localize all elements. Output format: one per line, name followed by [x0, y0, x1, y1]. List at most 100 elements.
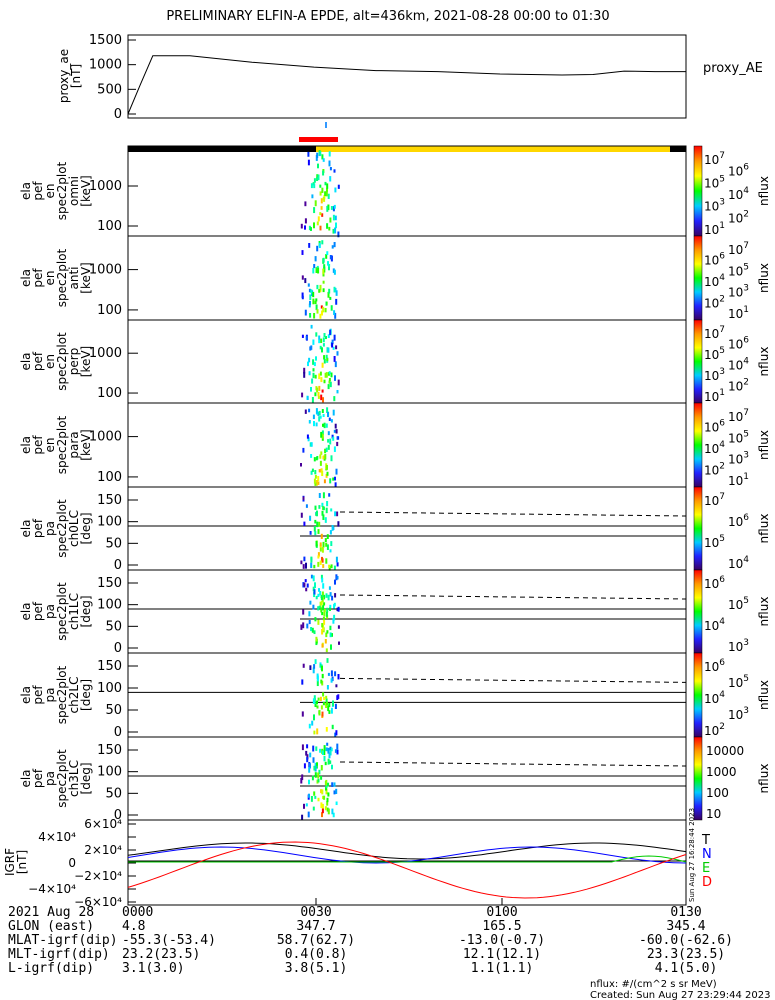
spectrogram-cell: [329, 607, 331, 611]
spectrogram-cell: [327, 808, 330, 815]
colorbar-tick: 102: [704, 722, 725, 738]
spectrogram-cell: [320, 802, 323, 808]
spectrogram-cell: [331, 525, 334, 531]
spectrogram-cell: [321, 433, 324, 439]
spectrogram-cell: [309, 763, 311, 769]
spectrogram-cell: [321, 643, 324, 648]
spectrogram-cell: [337, 184, 340, 189]
colorbar-tick: 106: [728, 336, 749, 352]
spectrogram-cell: [309, 313, 312, 318]
spectrogram-cell: [321, 612, 324, 616]
spectrogram-cell: [319, 212, 322, 216]
spectrogram-cell: [312, 372, 315, 379]
spectrogram-cell: [313, 695, 316, 700]
spectrogram-cell: [325, 632, 328, 638]
spectrogram-cell: [329, 530, 332, 535]
footer-value: 12.1(12.1): [463, 947, 541, 962]
spectrogram-cell: [322, 343, 325, 347]
spectrogram-cell: [328, 702, 331, 708]
spectrogram-cell: [327, 705, 330, 712]
spectrogram-cell: [329, 329, 332, 336]
spectrogram-cell: [315, 356, 317, 361]
spectrogram-cell: [321, 470, 324, 477]
spectrogram-cell: [337, 521, 340, 527]
colorbar-tick: 106: [728, 513, 749, 529]
spectrogram-cell: [325, 423, 328, 428]
spectrogram-cell: [317, 412, 320, 416]
spectrogram-cell: [308, 371, 311, 376]
spectrogram-cell: [315, 267, 318, 274]
colorbar-tick: 105: [728, 596, 749, 612]
ytick-para: 100: [97, 470, 122, 485]
ytick-perp: 100: [97, 386, 122, 401]
footer-value: 0.4(0.8): [285, 947, 348, 962]
spectrogram-cell: [330, 541, 333, 547]
proxy-ae-ylabel: proxy_ae[nT]: [57, 49, 83, 103]
igrf-ytick: −2×10⁴: [74, 869, 122, 883]
footer-value: 1.1(1.1): [471, 961, 534, 976]
svg-text:pa: pa: [43, 771, 57, 786]
spectrogram-cell: [310, 556, 313, 563]
spectrogram-cell: [330, 564, 333, 569]
colorbar-tick: 105: [728, 674, 749, 690]
colorbar-tick: 107: [704, 151, 725, 167]
spectrogram-cell: [310, 562, 313, 569]
spectrogram-cell: [328, 565, 331, 571]
spectrogram-cell: [319, 371, 322, 376]
anti-loss-cone-line: [339, 594, 687, 600]
colorbar-label: nflux: [757, 680, 771, 710]
spectrogram-cell: [307, 811, 310, 818]
spectrogram-cell: [315, 636, 318, 642]
footer-value: 58.7(62.7): [277, 933, 355, 948]
spectrogram-cell: [314, 519, 317, 524]
spectrogram-cell: [302, 663, 305, 668]
spectrogram-cell: [317, 778, 320, 783]
spectrogram-cell: [301, 295, 304, 300]
spectrogram-cell: [310, 227, 312, 231]
spectrogram-cell: [309, 346, 312, 351]
spectrogram-cell: [318, 493, 321, 498]
spectrogram-cell: [315, 304, 318, 311]
spectrogram-cell: [308, 620, 311, 625]
spectrogram-cell: [327, 411, 329, 418]
spectrogram-cell: [313, 421, 315, 427]
spectrogram-cell: [333, 269, 336, 275]
spectrogram-cell: [322, 492, 325, 499]
spectrogram-cell: [326, 807, 329, 812]
spectrogram-cell: [321, 750, 324, 755]
footer-value: -55.3(-53.4): [122, 933, 216, 948]
spectrogram-cell: [307, 151, 310, 157]
spectrogram-cell: [312, 414, 315, 420]
spectrogram-cell: [322, 583, 325, 589]
plot-title: PRELIMINARY ELFIN-A EPDE, alt=436km, 202…: [166, 9, 609, 24]
spectrogram-cell: [325, 301, 328, 306]
spectrogram-cell: [308, 243, 311, 248]
spectrogram-cell: [329, 746, 332, 751]
spectrogram-cell: [321, 623, 324, 628]
spectrogram-cell: [324, 639, 327, 644]
spectrogram-cell: [306, 744, 309, 749]
svg-text:ela: ela: [19, 352, 33, 370]
spectrogram-cell: [322, 257, 325, 263]
spectrogram-cell: [314, 531, 317, 536]
svg-text:pef: pef: [31, 685, 45, 705]
spectrogram-cell: [322, 268, 325, 275]
spectrogram-cell: [333, 614, 336, 621]
spectrogram-cell: [338, 641, 340, 645]
spectrogram-cell: [314, 617, 317, 622]
colorbar-tick: 106: [704, 419, 725, 435]
colorbar-tick: 104: [704, 690, 725, 706]
spectrogram-cell: [318, 710, 321, 716]
spectrogram-cell: [308, 408, 311, 413]
colorbar-tick: 104: [704, 273, 725, 289]
colorbar-tick: 103: [728, 706, 749, 722]
spectrogram-cell: [313, 264, 316, 269]
colorbar-tick: 105: [704, 174, 725, 190]
ytick-ch0LC: 150: [97, 493, 122, 508]
svg-text:pa: pa: [43, 604, 57, 619]
spectrogram-cell: [325, 254, 328, 259]
svg-text:ela: ela: [19, 686, 33, 704]
spectrogram-cell: [313, 478, 316, 484]
